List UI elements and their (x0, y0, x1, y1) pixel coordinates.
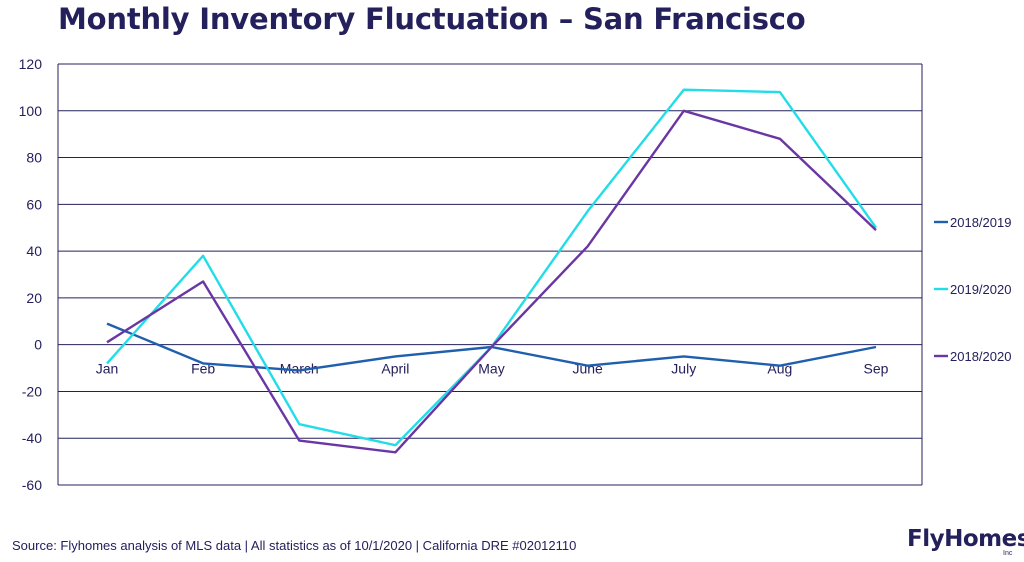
chart-title: Monthly Inventory Fluctuation – San Fran… (58, 2, 806, 36)
legend-label: 2019/2020 (950, 282, 1011, 297)
legend-label: 2018/2019 (950, 215, 1011, 230)
y-tick-label: 120 (19, 56, 43, 72)
y-tick-label: 100 (19, 103, 43, 119)
y-tick-label: 0 (34, 337, 42, 353)
x-tick-label: Sep (864, 361, 889, 377)
legend-label: 2018/2020 (950, 349, 1011, 364)
series-line-2018-2020 (106, 109, 877, 454)
series-lines (106, 88, 877, 454)
source-note: Source: Flyhomes analysis of MLS data | … (12, 538, 577, 553)
legend: 2018/2019 2019/2020 2018/2020 (934, 215, 1011, 364)
y-axis-ticks: 120 100 80 60 40 20 0 -20 -40 -60 (19, 56, 43, 493)
x-tick-label: Jan (96, 361, 119, 377)
y-tick-label: 40 (26, 243, 42, 259)
y-tick-label: -60 (22, 477, 42, 493)
x-tick-label: May (478, 361, 504, 377)
y-tick-label: -20 (22, 383, 42, 399)
x-tick-label: July (671, 361, 696, 377)
flyhomes-logo: FlyHomes (907, 526, 1024, 552)
y-tick-label: 80 (26, 150, 42, 166)
y-tick-label: 60 (26, 196, 42, 212)
y-tick-label: -40 (22, 430, 42, 446)
y-tick-label: 20 (26, 290, 42, 306)
logo-inc: Inc (1003, 550, 1013, 557)
grid (57, 63, 923, 486)
x-tick-label: March (280, 361, 319, 377)
x-tick-label: April (381, 361, 409, 377)
